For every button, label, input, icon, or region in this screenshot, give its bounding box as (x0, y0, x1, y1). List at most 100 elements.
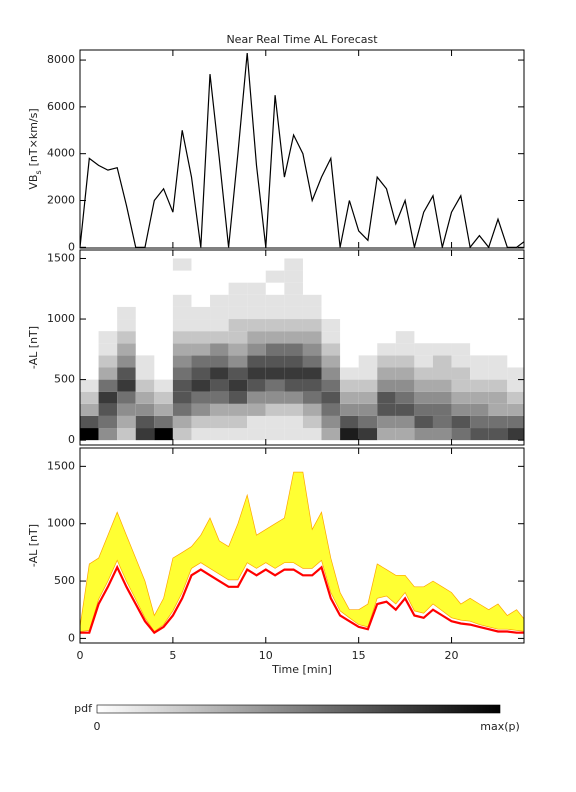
heat-cell (358, 367, 378, 380)
heat-cell (228, 331, 248, 344)
heat-cell (117, 355, 136, 368)
heat-cell (247, 331, 266, 344)
heat-cell (284, 403, 303, 416)
heat-cell (284, 367, 303, 380)
heat-cell (247, 367, 266, 380)
heat-cell (507, 379, 524, 392)
heat-cell (247, 343, 266, 356)
heat-cell (488, 355, 508, 368)
heat-cell (247, 282, 266, 295)
heat-cell (80, 391, 99, 404)
heat-cell (98, 331, 118, 344)
heat-cell (321, 343, 341, 356)
heat-cell (302, 415, 322, 429)
heat-cell (117, 319, 136, 332)
heat-cell (247, 403, 266, 416)
heat-cell (265, 428, 285, 441)
heat-cell (154, 379, 173, 392)
heat-cell (302, 367, 322, 380)
heat-cell (284, 306, 303, 320)
heat-cell (265, 319, 285, 332)
heat-cell (358, 403, 378, 416)
heat-cell (265, 294, 285, 307)
heat-cell (98, 391, 118, 404)
heat-cell (470, 428, 489, 441)
heat-cell (451, 428, 471, 441)
heat-cell (488, 415, 508, 429)
heat-cell (321, 367, 341, 380)
heat-cell (117, 379, 136, 392)
y-tick-label: 0 (68, 631, 75, 644)
axes-frame (79, 447, 525, 644)
heat-cell (228, 367, 248, 380)
heat-cell (210, 319, 229, 332)
heat-cell (377, 403, 396, 416)
heat-cell (191, 391, 211, 404)
heat-cell (191, 343, 211, 356)
x-tick-label: 20 (445, 649, 459, 662)
heat-cell (265, 331, 285, 344)
x-tick-label: 0 (77, 649, 84, 662)
heat-cell (228, 282, 248, 295)
heat-cell (377, 391, 396, 404)
heat-cell (302, 343, 322, 356)
heat-cell (154, 428, 173, 441)
heat-cell (340, 428, 359, 441)
heat-cell (191, 403, 211, 416)
heat-cell (172, 415, 192, 429)
heat-cell (191, 355, 211, 368)
heat-cell (172, 258, 192, 271)
heat-cell (265, 403, 285, 416)
y-label-main: VB (27, 175, 40, 190)
heat-cell (117, 343, 136, 356)
heat-cell (470, 379, 489, 392)
heat-cell (284, 355, 303, 368)
heat-cell (284, 343, 303, 356)
heat-cell (135, 391, 155, 404)
heat-cell (154, 391, 173, 404)
colorbar (96, 704, 501, 714)
heat-cell (117, 403, 136, 416)
heat-cell (470, 403, 489, 416)
heat-cell (265, 367, 285, 380)
x-tick-label: 15 (352, 649, 366, 662)
heat-cell (117, 331, 136, 344)
heat-cell (451, 403, 471, 416)
heat-cell (191, 306, 211, 320)
heat-cell (377, 355, 396, 368)
heat-cell (302, 319, 322, 332)
heat-cell (210, 415, 229, 429)
heat-cell (395, 428, 415, 441)
y-tick-label: 8000 (47, 53, 75, 66)
heat-cell (432, 391, 452, 404)
heat-cell (265, 270, 285, 283)
heat-cell (395, 331, 415, 344)
heat-cell (414, 428, 433, 441)
heat-cell (172, 403, 192, 416)
heat-cell (321, 355, 341, 368)
heat-cell (172, 306, 192, 320)
heat-cell (265, 343, 285, 356)
heat-cell (358, 415, 378, 429)
y-label-unit: [nT×km/s] (27, 108, 40, 166)
heat-cell (228, 415, 248, 429)
heat-cell (507, 415, 524, 429)
heat-cell (377, 428, 396, 441)
heat-cell (507, 367, 524, 380)
heat-cell (395, 355, 415, 368)
heat-cell (377, 379, 396, 392)
heat-cell (284, 270, 303, 283)
heat-cell (414, 403, 433, 416)
heat-cell (210, 403, 229, 416)
heat-cell (340, 403, 359, 416)
heat-cell (135, 403, 155, 416)
heat-cell (228, 294, 248, 307)
heat-cell (228, 379, 248, 392)
heat-cell (470, 355, 489, 368)
heat-cell (210, 294, 229, 307)
heat-cell (302, 294, 322, 307)
heat-cell (358, 355, 378, 368)
colorbar-max-label: max(p) (480, 720, 520, 733)
heat-cell (284, 258, 303, 271)
heat-cell (432, 428, 452, 441)
